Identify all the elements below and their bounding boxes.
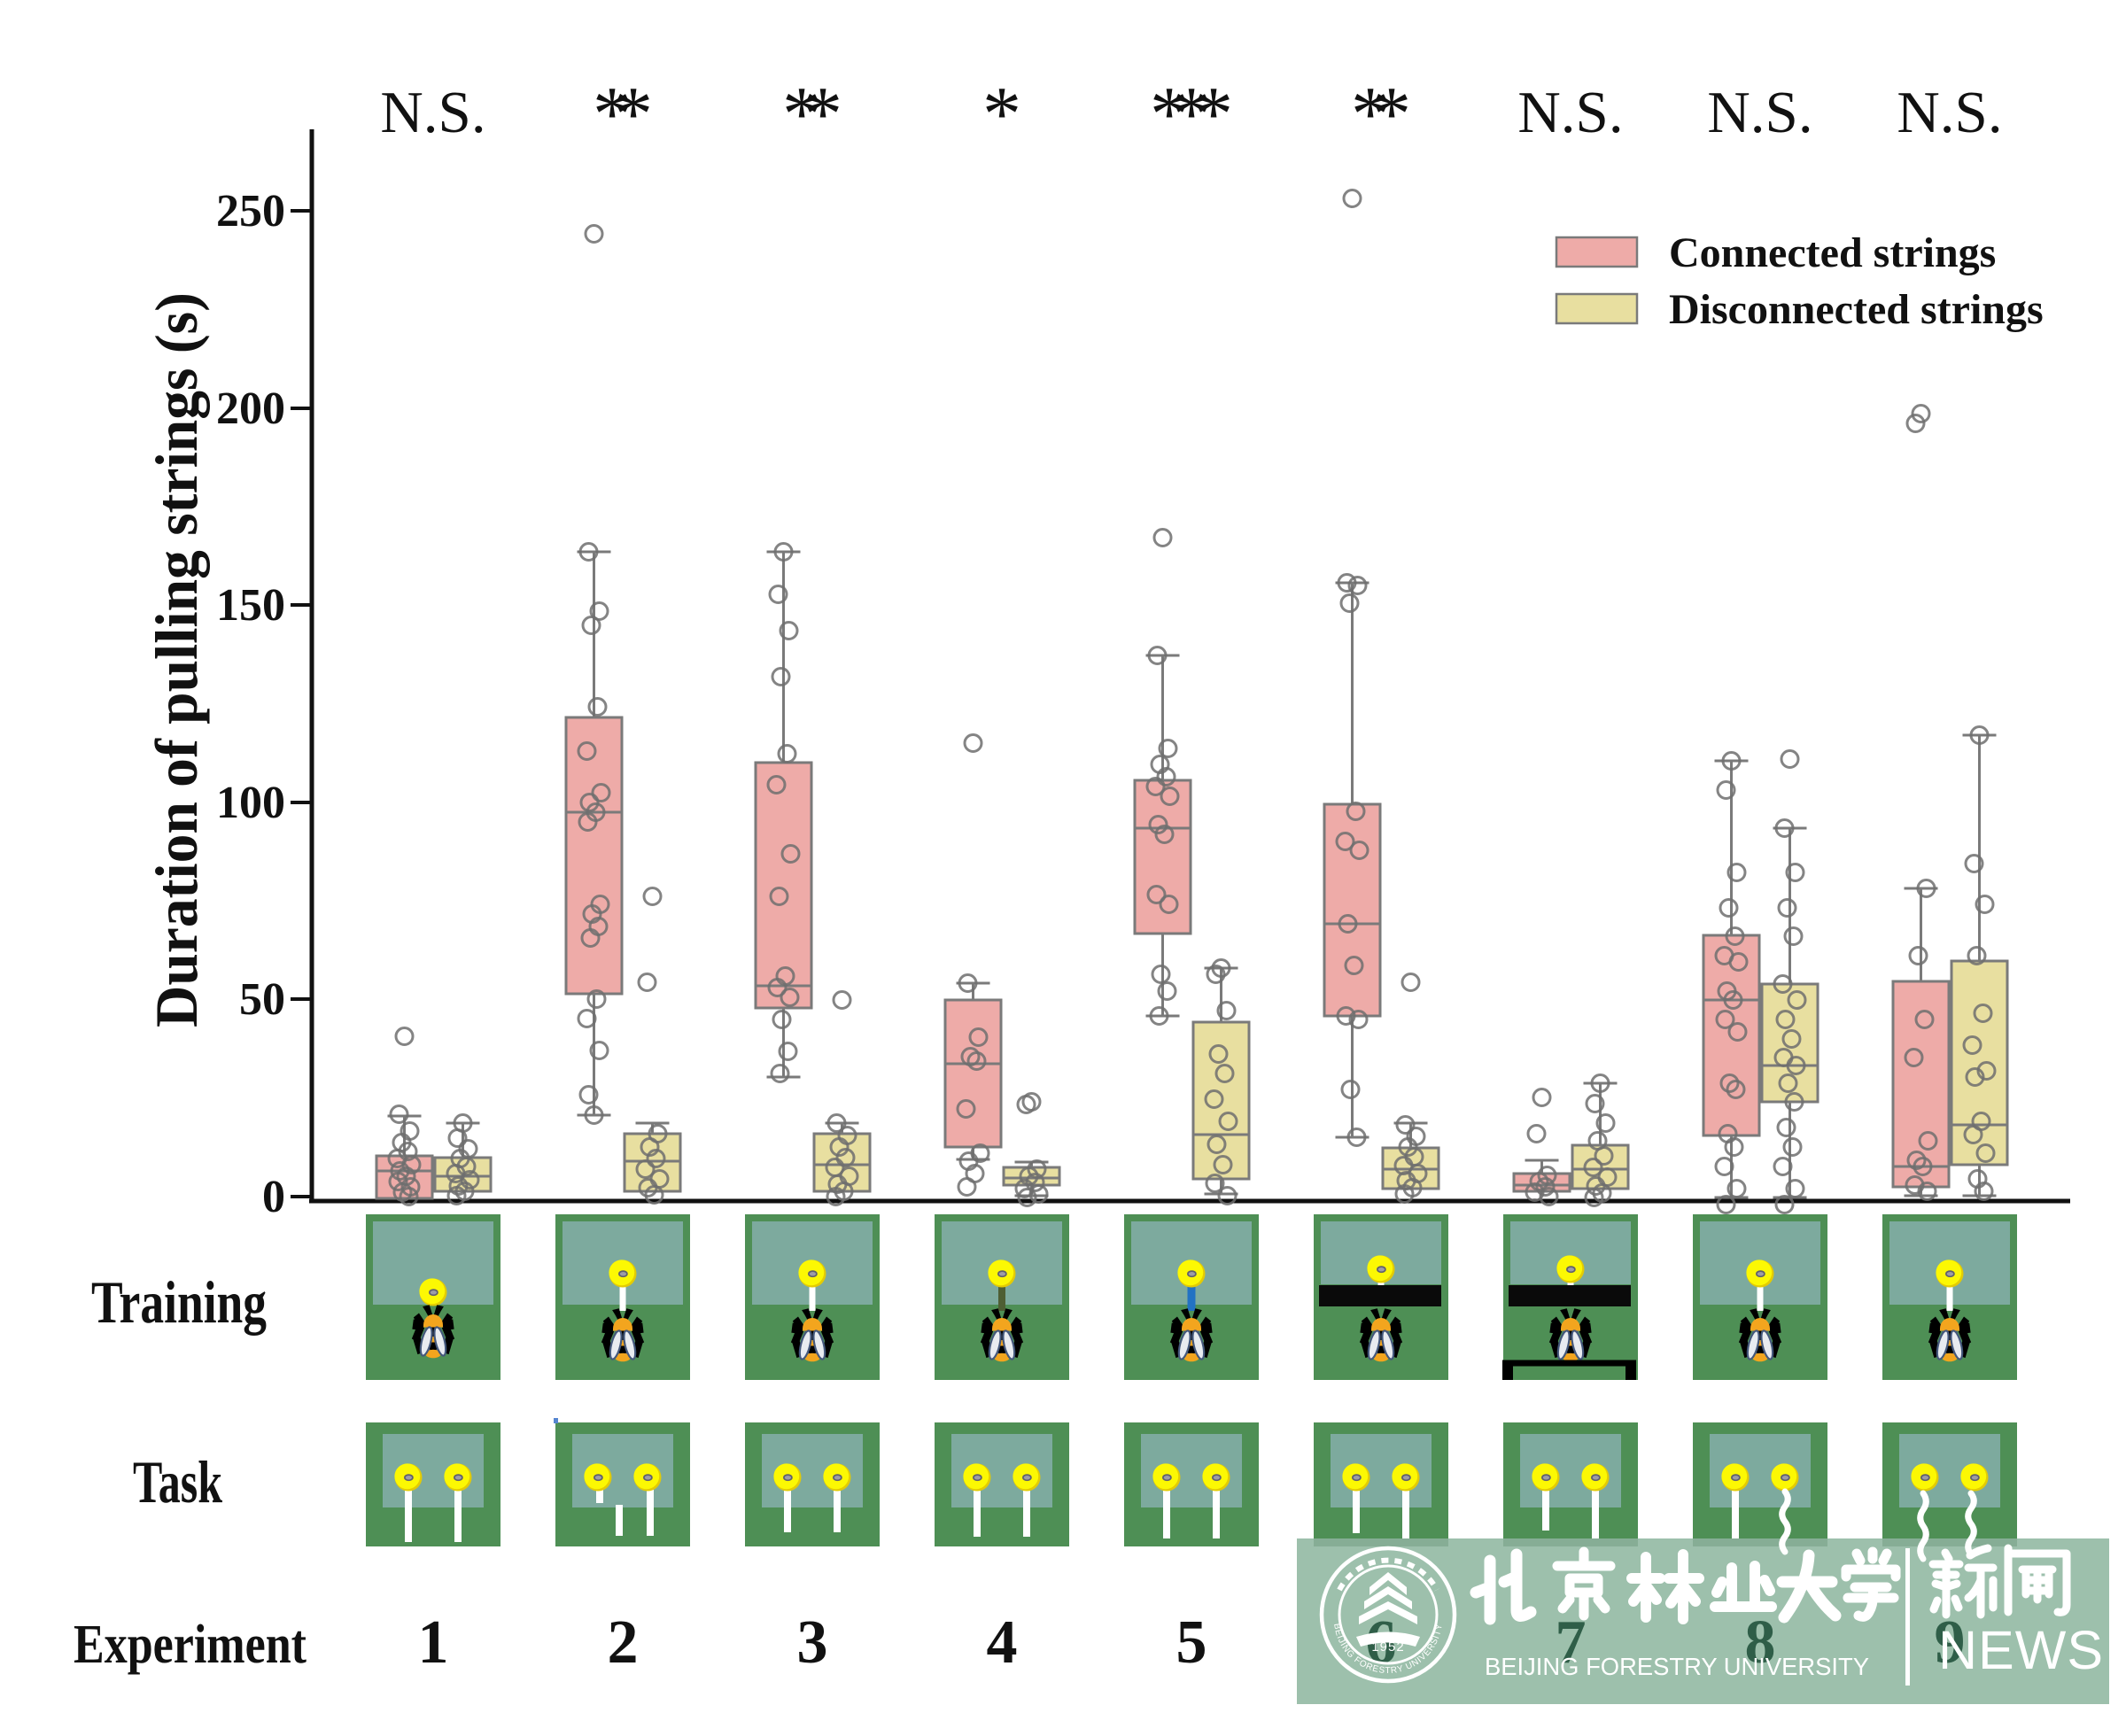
svg-text:*: * [1194,72,1233,158]
svg-text:Experiment: Experiment [74,1615,306,1675]
svg-text:Duration of pulling strings (s: Duration of pulling strings (s) [143,292,210,1027]
svg-text:100: 100 [216,778,285,828]
svg-text:200: 200 [216,384,285,434]
svg-text:2: 2 [608,1608,639,1677]
svg-text:9: 9 [1935,1608,1966,1677]
svg-text:150: 150 [216,580,285,631]
svg-text:Disconnected strings: Disconnected strings [1669,286,2044,333]
svg-text:*: * [593,72,632,158]
svg-text:*: * [614,72,653,158]
svg-text:1952: 1952 [1371,1639,1404,1655]
svg-text:*: * [1150,72,1189,158]
svg-text:50: 50 [239,974,285,1025]
svg-text:8: 8 [1745,1608,1776,1677]
svg-text:Connected strings: Connected strings [1669,229,1996,276]
svg-text:250: 250 [216,186,285,236]
svg-text:Task: Task [133,1448,222,1515]
svg-text:N.S.: N.S. [1517,80,1623,145]
svg-text:1: 1 [418,1608,449,1677]
svg-text:NEWS: NEWS [1938,1620,2104,1680]
svg-text:5: 5 [1176,1608,1207,1677]
svg-text:Training: Training [91,1268,267,1336]
svg-text:0: 0 [262,1172,285,1222]
svg-text:*: * [982,72,1021,158]
svg-text:N.S.: N.S. [1707,80,1812,145]
svg-text:4: 4 [987,1608,1018,1677]
svg-text:*: * [803,72,842,158]
svg-text:*: * [782,72,821,158]
svg-text:BEIJING FORESTRY UNIVERSITY: BEIJING FORESTRY UNIVERSITY [1485,1653,1869,1680]
svg-text:3: 3 [797,1608,828,1677]
svg-text:*: * [1351,72,1390,158]
svg-text:N.S.: N.S. [380,80,485,145]
svg-text:*: * [1372,72,1411,158]
svg-text:*: * [1172,72,1211,158]
svg-text:N.S.: N.S. [1897,80,2002,145]
svg-text:7: 7 [1556,1608,1587,1677]
